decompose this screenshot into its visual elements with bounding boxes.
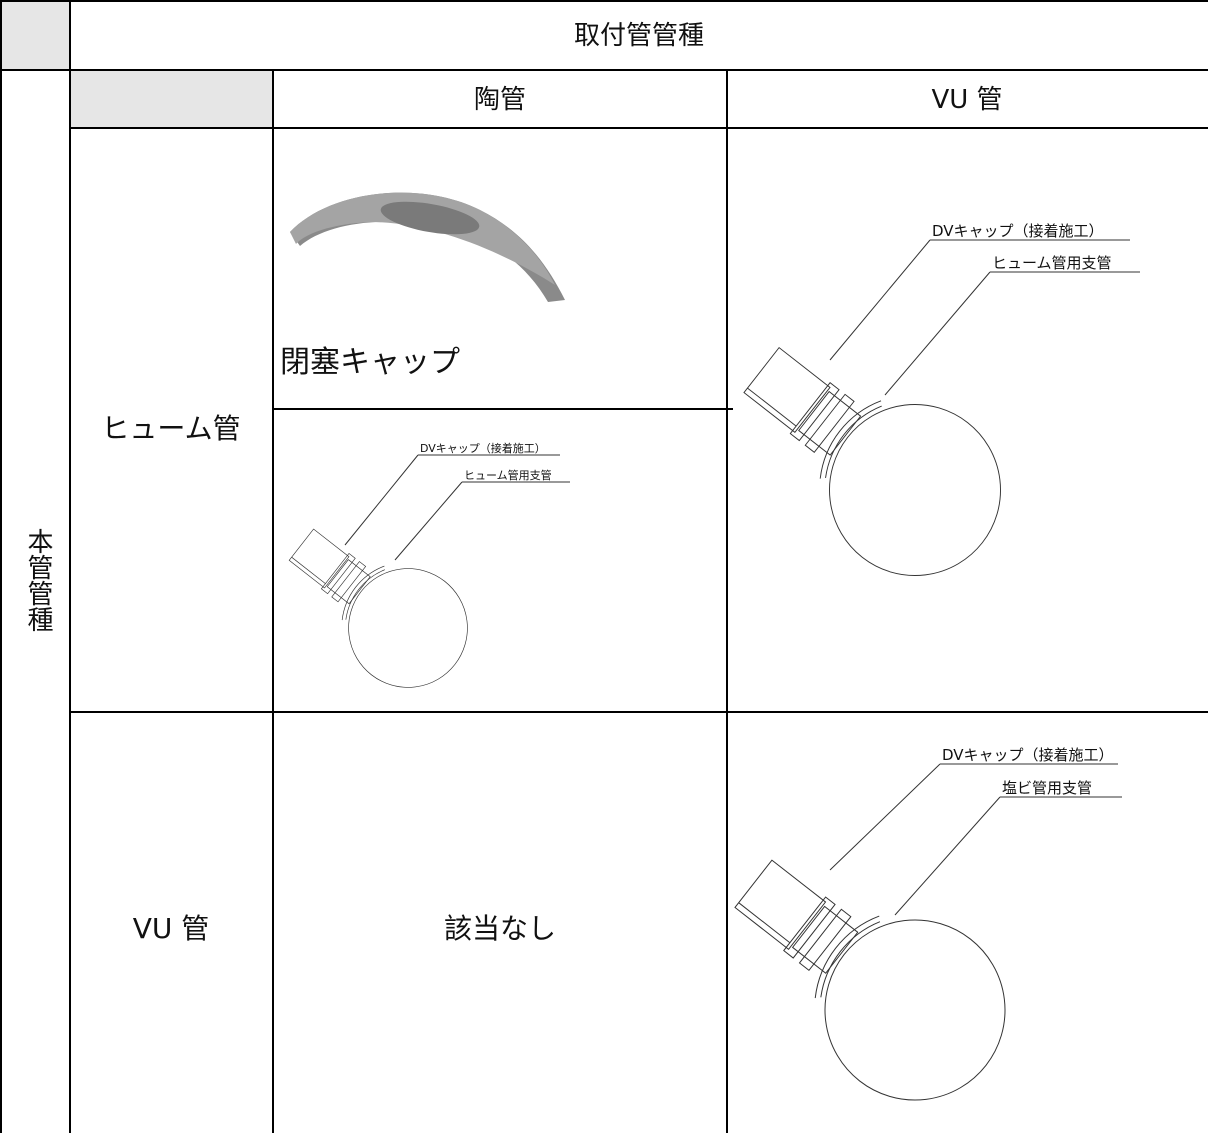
corner-cell bbox=[1, 1, 70, 70]
diagram-label: ヒューム管用支管 bbox=[992, 254, 1112, 272]
column-header: 陶管 bbox=[474, 85, 526, 115]
fitting-diagram bbox=[708, 239, 1140, 611]
caption: 閉塞キャップ bbox=[280, 345, 460, 380]
column-group: 取付管管種 bbox=[574, 21, 704, 51]
cap-photo bbox=[290, 192, 565, 302]
row-header: ヒューム管 bbox=[101, 412, 240, 445]
row-group: 本管管種 bbox=[23, 528, 53, 632]
cell-text: 該当なし bbox=[444, 912, 556, 945]
diagram-label: DVキャップ（接着施工） bbox=[932, 222, 1104, 240]
row-header: VU 管 bbox=[133, 912, 210, 945]
column-header: VU 管 bbox=[931, 85, 1002, 115]
corner-cell bbox=[70, 70, 273, 128]
diagram-label: ヒューム管用支管 bbox=[464, 468, 552, 482]
diagram-label: DVキャップ（接着施工） bbox=[420, 441, 546, 455]
diagram-label: 塩ビ管用支管 bbox=[1002, 779, 1092, 797]
fitting-diagram bbox=[697, 763, 1122, 1133]
fitting-diagram bbox=[264, 454, 570, 712]
diagram-label: DVキャップ（接着施工） bbox=[942, 746, 1114, 764]
